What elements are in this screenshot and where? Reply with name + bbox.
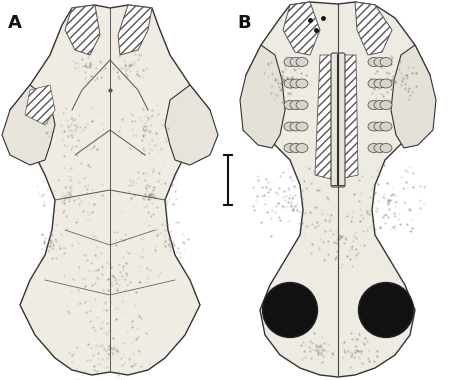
Ellipse shape [368,144,380,152]
Ellipse shape [368,57,380,66]
Ellipse shape [290,79,302,88]
Ellipse shape [380,144,392,152]
Ellipse shape [380,122,392,131]
Polygon shape [10,5,210,375]
FancyBboxPatch shape [331,53,345,187]
Ellipse shape [284,122,296,131]
Polygon shape [165,85,218,165]
Polygon shape [240,45,285,148]
Ellipse shape [374,144,386,152]
Ellipse shape [296,57,308,66]
Ellipse shape [368,100,380,109]
Ellipse shape [368,79,380,88]
Polygon shape [2,85,55,165]
Ellipse shape [380,79,392,88]
Ellipse shape [290,100,302,109]
Polygon shape [244,2,432,377]
Polygon shape [118,5,152,55]
Ellipse shape [358,282,414,337]
Ellipse shape [284,100,296,109]
Ellipse shape [262,282,318,337]
Ellipse shape [296,100,308,109]
Ellipse shape [374,122,386,131]
Ellipse shape [368,122,380,131]
Ellipse shape [284,79,296,88]
Ellipse shape [374,100,386,109]
Ellipse shape [380,57,392,66]
Ellipse shape [374,79,386,88]
Ellipse shape [296,122,308,131]
Ellipse shape [284,57,296,66]
Ellipse shape [374,57,386,66]
Polygon shape [315,55,358,180]
Polygon shape [283,2,320,55]
Ellipse shape [380,100,392,109]
Polygon shape [65,5,100,55]
Ellipse shape [290,144,302,152]
Polygon shape [391,45,436,148]
Ellipse shape [290,57,302,66]
Text: B: B [237,14,251,32]
Polygon shape [25,85,55,125]
Ellipse shape [296,144,308,152]
Ellipse shape [284,144,296,152]
Text: A: A [8,14,22,32]
Polygon shape [355,2,392,55]
Ellipse shape [296,79,308,88]
Ellipse shape [290,122,302,131]
